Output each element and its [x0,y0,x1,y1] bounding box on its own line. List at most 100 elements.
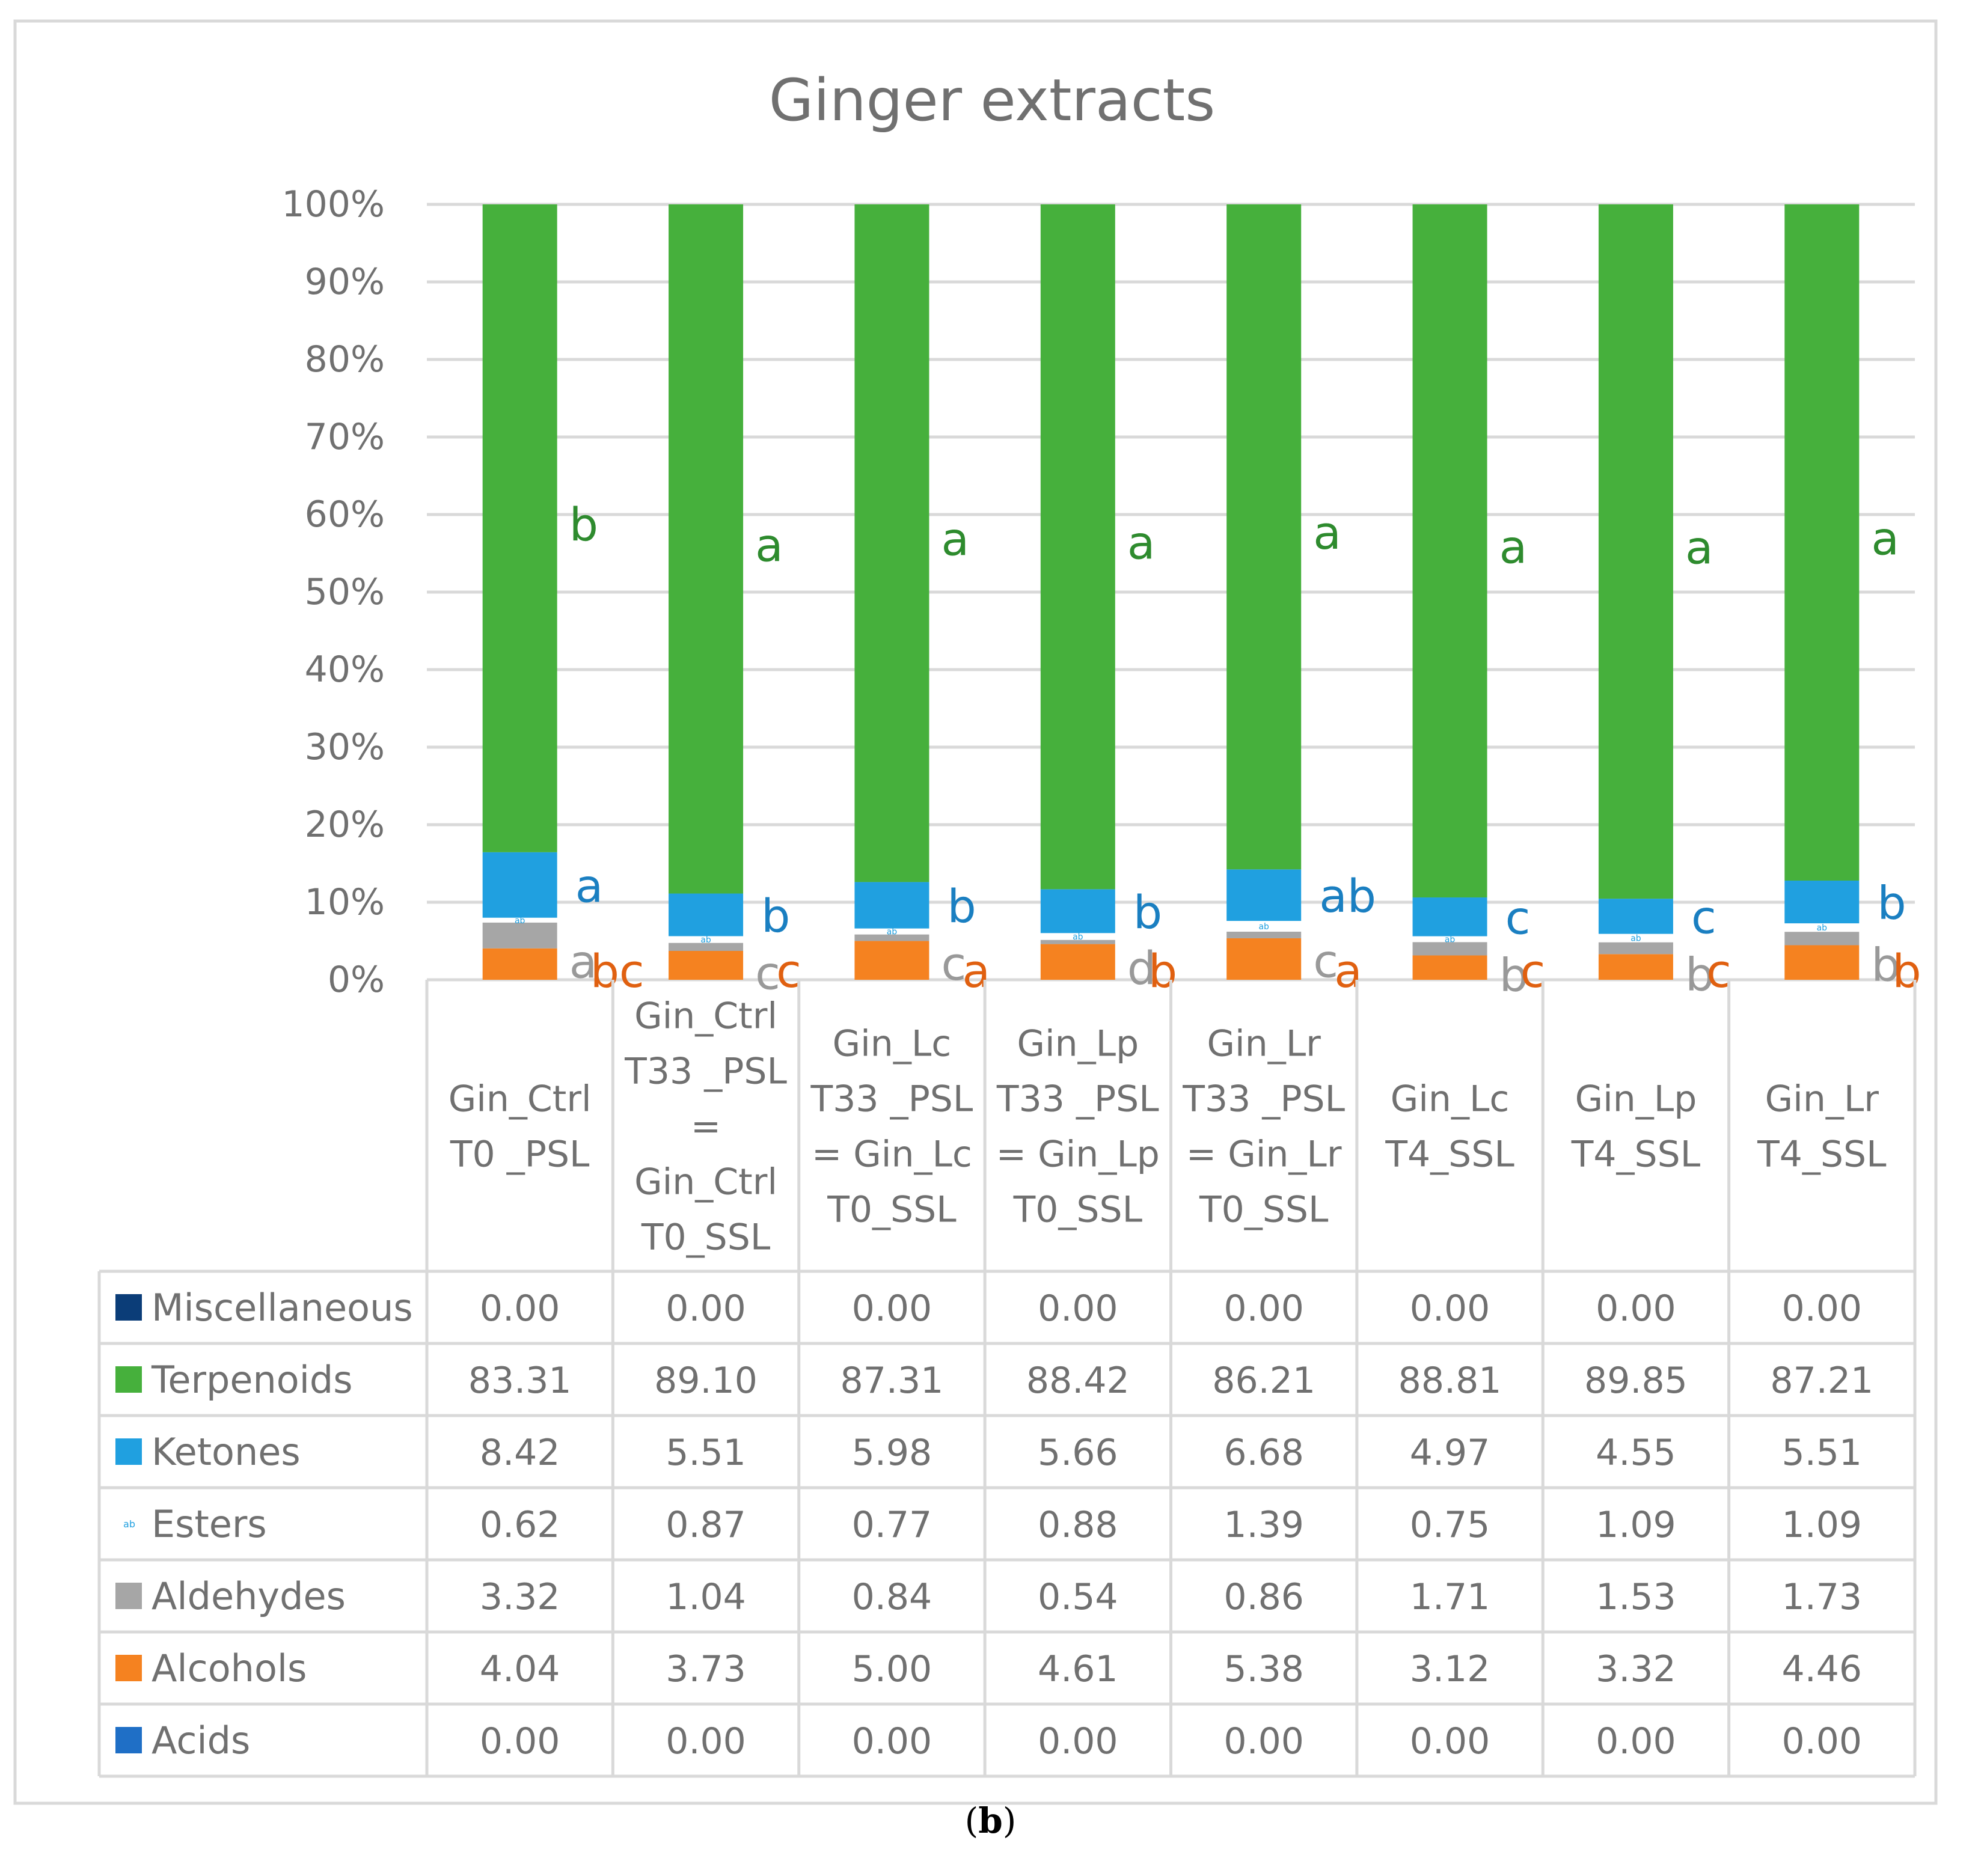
legend-label-alcohols: Alcohols [152,1646,307,1690]
category-label: T0_SSL [1013,1189,1143,1231]
bar-terpenoids [1784,204,1860,881]
y-tick-label: 40% [305,649,385,691]
bar-esters [482,917,557,923]
table-cell: 86.21 [1212,1360,1315,1402]
table-cell: 3.32 [1596,1648,1676,1690]
bar-ketones [1598,899,1673,934]
bar-terpenoids [1598,204,1673,899]
table-cell: 87.31 [840,1360,944,1402]
table-cell: 0.00 [1223,1720,1304,1762]
bar-esters [1226,921,1302,932]
category-label: Gin_Lc [1391,1078,1510,1120]
y-tick-label: 60% [305,493,385,536]
esters-glyph: ab [1258,922,1269,932]
letter-alcohols: b [1892,944,1921,998]
table-cell: 4.97 [1410,1432,1490,1474]
table-cell: 3.73 [666,1648,746,1690]
category-label: Gin_Ctrl [634,995,777,1037]
bar-alcohols [1040,944,1115,980]
table-cell: 0.87 [666,1504,746,1546]
bar-aldehydes [1040,940,1115,944]
table-cell: 1.71 [1410,1576,1490,1618]
legend-label-aldehydes: Aldehydes [152,1574,346,1618]
letter-terpenoids: a [1871,512,1899,566]
category-label: T33 _PSL [810,1078,973,1120]
bar-esters [1784,923,1860,932]
bar-alcohols [1598,954,1673,980]
table-cell: 5.38 [1223,1648,1304,1690]
category-label: = Gin_Lr [1186,1134,1342,1176]
y-tick-label: 20% [305,804,385,846]
table-cell: 0.00 [1223,1288,1304,1330]
bar-aldehydes [669,943,744,952]
letter-ketones: c [1691,890,1716,944]
table-cell: 0.00 [1782,1288,1863,1330]
category-label: Gin_Ctrl [449,1078,592,1120]
letter-alcohols: c [776,944,801,998]
letter-aldehydes: d [1127,941,1156,995]
letter-aldehydes: c [941,937,966,991]
table-cell: 83.31 [468,1360,572,1402]
y-axis-tick-labels: 0% 10% 20% 30% 40% 50% 60% 70% 80% 90% 100% [281,183,385,1001]
table-cell: 0.00 [1038,1288,1118,1330]
letter-ketones: b [947,879,976,933]
table-cell: 1.04 [666,1576,746,1618]
bar-aldehydes [1226,931,1302,938]
esters-glyph: ab [1073,932,1083,942]
table-cell: 0.62 [480,1504,560,1546]
category-label: Gin_Ctrl [634,1161,777,1203]
table-cell: 0.00 [852,1288,932,1330]
category-label: T0_SSL [641,1217,771,1259]
category-label: = Gin_Lp [996,1134,1160,1176]
table-cell: 4.55 [1596,1432,1676,1474]
bar-aldehydes [1412,942,1487,956]
table-cell: 0.00 [480,1288,560,1330]
legend-key-esters: ab [123,1518,135,1530]
letter-ketones: ab [1319,869,1376,923]
letter-ketones: c [1505,891,1531,944]
letter-aldehydes: b [1499,948,1528,1001]
category-label: T33 _PSL [996,1078,1159,1120]
letter-alcohols: c [1520,944,1546,998]
table-cell: 1.09 [1782,1504,1863,1546]
esters-glyph: ab [1817,923,1828,933]
letter-ketones: b [1877,876,1906,930]
table-cell: 0.00 [1410,1288,1490,1330]
category-label: Gin_Lc [833,1023,952,1065]
category-label: = [691,1106,721,1148]
table-cell: 1.53 [1596,1576,1676,1618]
table-cell: 0.86 [1223,1576,1304,1618]
table-cell: 5.51 [1782,1432,1863,1474]
category-label: T4_SSL [1571,1134,1701,1176]
category-label: Gin_Lp [1017,1023,1139,1065]
bar-esters [669,936,744,943]
category-label: T0 _PSL [450,1134,590,1176]
bar-aldehydes [854,934,929,941]
bar-esters [1598,933,1673,943]
y-tick-label: 10% [305,881,385,923]
table-cell: 6.68 [1223,1432,1304,1474]
bar-terpenoids [669,204,744,894]
table-cell: 0.00 [1410,1720,1490,1762]
y-tick-label: 100% [281,183,385,225]
category-label: = Gin_Lc [812,1134,972,1176]
letter-ketones: b [761,889,790,943]
legend-key-acids [115,1727,142,1753]
category-label: T0_SSL [1199,1189,1329,1231]
y-tick-label: 50% [305,571,385,613]
table-cell: 0.88 [1038,1504,1118,1546]
table-cell: 0.77 [852,1504,932,1546]
legend-key-alcohols [115,1655,142,1681]
y-tick-label: 30% [305,726,385,768]
table-cell: 87.21 [1770,1360,1873,1402]
letter-aldehydes: c [1313,934,1338,988]
y-tick-label: 80% [305,338,385,380]
letter-aldehydes: c [755,946,780,1000]
table-cell: 0.00 [480,1720,560,1762]
esters-glyph: ab [700,935,711,945]
panel-label: (b) [964,1800,1017,1841]
letter-terpenoids: a [1499,521,1528,574]
bar-ketones [482,852,557,918]
table-cell: 5.00 [852,1648,932,1690]
bar-terpenoids [1226,204,1302,870]
